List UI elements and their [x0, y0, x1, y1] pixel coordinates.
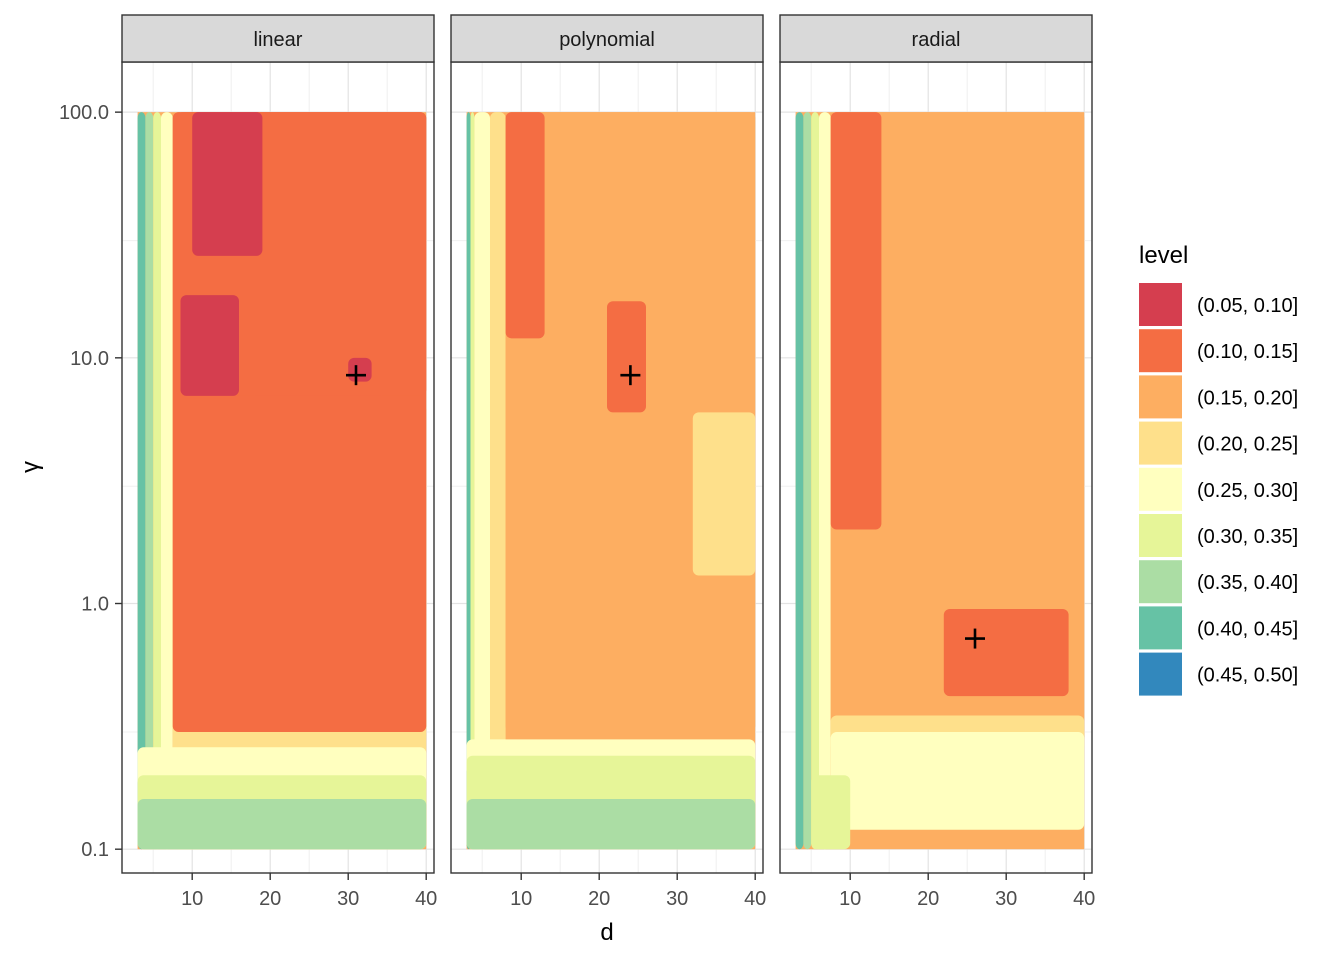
- legend-title: level: [1139, 242, 1188, 269]
- legend-key: [1139, 514, 1182, 557]
- contour-region: [830, 112, 882, 530]
- contour-region: [607, 301, 646, 413]
- contour-region: [490, 112, 506, 850]
- legend-key: [1139, 375, 1182, 419]
- contour-region: [161, 112, 173, 850]
- x-tick-label: 40: [1073, 888, 1095, 910]
- x-tick-label: 10: [181, 888, 203, 910]
- legend-key: [1139, 606, 1182, 650]
- contour-region: [153, 112, 161, 850]
- legend-label: (0.05, 0.10]: [1197, 295, 1298, 317]
- contour-region: [505, 112, 756, 732]
- legend-key: [1139, 652, 1182, 696]
- contour-region: [943, 608, 1069, 697]
- x-tick-label: 10: [510, 888, 532, 910]
- legend-key: [1139, 329, 1182, 373]
- x-axes: 10 20 30 40 10 20 30 40 10 20 30 40: [181, 873, 1095, 910]
- facet-strip: [779, 14, 1093, 63]
- facet-radial: radial: [779, 14, 1093, 874]
- legend-key: [1139, 467, 1182, 511]
- legend-label: (0.20, 0.25]: [1197, 434, 1298, 456]
- contour-region: [466, 112, 471, 850]
- optimum-marker: [620, 365, 641, 386]
- contour-region: [192, 112, 263, 256]
- legend-label: (0.25, 0.30]: [1197, 480, 1298, 502]
- x-tick-label: 40: [415, 888, 437, 910]
- legend-key: [1139, 421, 1182, 465]
- optimum-marker: [346, 365, 366, 386]
- contour-fill: [795, 112, 1085, 850]
- y-tick-label: 10.0: [70, 348, 109, 370]
- contour-region: [505, 112, 545, 339]
- legend-label: (0.35, 0.40]: [1197, 572, 1298, 594]
- x-tick-label: 30: [995, 888, 1017, 910]
- contour-fill: [466, 112, 756, 850]
- legend-label: (0.40, 0.45]: [1197, 618, 1298, 640]
- contour-region: [180, 295, 239, 396]
- contour-region: [795, 112, 804, 850]
- contour-region: [145, 112, 154, 850]
- contour-region: [811, 112, 819, 850]
- x-tick-label: 20: [259, 888, 281, 910]
- x-tick-label: 30: [666, 888, 688, 910]
- legend-key: [1139, 560, 1182, 604]
- x-tick-label: 40: [744, 888, 766, 910]
- contour-region: [830, 112, 1085, 744]
- x-tick-label: 20: [917, 888, 939, 910]
- facet-strip-label: polynomial: [559, 29, 655, 51]
- contour-region: [348, 357, 372, 382]
- legend-label: (0.45, 0.50]: [1197, 665, 1298, 687]
- contour-region: [819, 112, 831, 850]
- contour-region: [803, 112, 812, 850]
- legend: level (0.05, 0.10] (0.10, 0.15] (0.15, 0.2…: [1139, 242, 1298, 696]
- contour-region: [466, 799, 756, 850]
- facet-strip: [121, 14, 435, 63]
- contour-region: [137, 799, 427, 850]
- x-axis-title: d: [600, 919, 613, 946]
- facet-strip-label: linear: [254, 29, 303, 51]
- facet-strip: [450, 14, 764, 63]
- legend-key: [1139, 283, 1182, 326]
- facet-strip-label: radial: [912, 29, 961, 51]
- y-axis-title: γ: [17, 461, 44, 473]
- legend-label: (0.10, 0.15]: [1197, 341, 1298, 363]
- contour-region: [470, 112, 475, 850]
- x-tick-label: 10: [839, 888, 861, 910]
- legend-label: (0.30, 0.35]: [1197, 526, 1298, 548]
- facet-polynomial: polynomial: [450, 14, 764, 874]
- x-tick-label: 30: [337, 888, 359, 910]
- contour-region: [830, 731, 1085, 830]
- y-axis: 0.1 1.0 10.0 100.0: [59, 102, 122, 861]
- y-tick-label: 0.1: [81, 839, 109, 861]
- legend-label: (0.15, 0.20]: [1197, 387, 1298, 409]
- y-tick-label: 100.0: [59, 102, 109, 124]
- contour-fill: [137, 112, 427, 850]
- y-tick-label: 1.0: [81, 594, 109, 616]
- contour-region: [811, 775, 851, 850]
- contour-region: [137, 112, 146, 850]
- facet-linear: linear: [121, 14, 435, 874]
- optimum-marker: [965, 628, 985, 649]
- contour-region: [692, 412, 756, 576]
- x-tick-label: 20: [588, 888, 610, 910]
- contour-region: [474, 112, 490, 850]
